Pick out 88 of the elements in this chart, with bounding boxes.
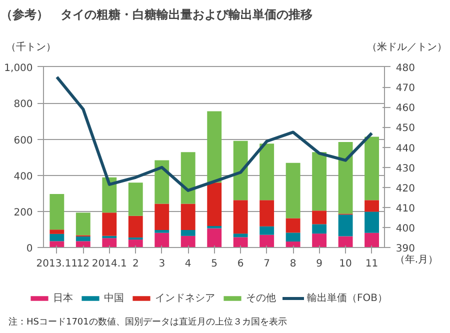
bar [233,234,248,238]
bar [154,230,170,233]
bar [364,200,379,212]
y2-tick-label: 420 [396,183,415,194]
x-tick-label: 6 [237,258,244,270]
x-tick-label: 3 [158,258,166,270]
y2-tick-label: 480 [396,62,415,74]
y2-tick-label: 470 [396,83,415,94]
bar [364,136,379,200]
bar [312,152,327,211]
legend-label: インドネシア [155,292,215,305]
bar [76,236,90,242]
y-tick-label: 200 [14,208,33,219]
y2-tick-label: 430 [396,163,415,174]
bar [154,232,170,248]
legend-label: 中国 [104,292,124,305]
bar [312,224,327,234]
y-tick-label: 800 [14,99,33,110]
x-axis-title: （年.月） [394,254,438,266]
x-tick-label: 2013.11 [36,258,78,270]
y2-tick-label: 460 [396,103,415,114]
y-tick-label: 400 [14,171,33,182]
y2-tick-label: 390 [396,244,415,255]
text: 注：HSコード1701の数値、国別データは直近月の上位３カ国を表示 [8,316,287,328]
line-series [55,76,374,192]
bar [260,226,274,235]
bar [338,236,353,248]
bar [260,200,274,226]
y2-tick-label: 400 [396,224,415,235]
y2-axis-title: （米ドル／トン） [366,40,447,53]
x-tick-label: 8 [290,258,296,270]
bar [260,144,274,200]
bar [50,234,64,242]
bar [102,238,117,248]
bar [128,182,143,216]
legend-label: 輸出単価（FOB） [307,292,388,305]
bar [338,142,353,214]
bar [286,162,300,218]
y2-tick-label: 440 [396,143,415,154]
bar [312,210,327,224]
x-tick-label: 2014.1 [92,258,127,270]
bar [286,218,300,233]
bar [364,212,379,233]
bar [180,230,196,236]
bar [76,212,90,236]
bar [286,232,300,242]
x-tick-label: 2 [132,258,139,270]
y-tick-label: 600 [14,135,33,146]
chart-title: （参考） タイの粗糖・白糖輸出量および輸出単価の推移 [0,8,312,22]
bar [207,226,222,228]
x-tick-label: 12 [76,258,90,270]
x-tick-label: 7 [264,258,270,270]
bar [180,152,196,204]
bar [102,177,117,213]
bar [102,236,117,238]
y-tick-label: 1,000 [4,62,33,74]
bar [102,212,117,236]
bar [364,232,379,248]
y-axis-title: （千トン） [6,40,56,53]
x-tick-label: 4 [184,258,192,270]
bar [50,194,64,230]
bar [50,230,64,234]
bar [207,228,222,248]
bar [180,236,196,248]
bar [312,234,327,248]
bar [233,140,248,200]
bar [207,182,222,226]
y2-tick-label: 450 [396,123,415,134]
x-tick-label: 9 [316,258,322,270]
bar [180,204,196,230]
bar [154,160,170,204]
bar [260,234,274,248]
bar [154,204,170,230]
bar [233,200,248,234]
bar [207,111,222,183]
legend-label: 日本 [53,292,73,305]
bar [338,214,353,236]
x-tick-label: 10 [339,258,352,270]
x-tick-label: 5 [211,258,218,270]
legend-label: その他 [246,292,276,305]
x-tick-label: 11 [365,258,378,270]
bar [233,237,248,248]
bar [50,241,64,248]
y2-tick-label: 410 [396,204,415,215]
bar [128,240,143,248]
bar [76,241,90,248]
bar [128,216,143,238]
y-tick-label: 0 [26,244,33,255]
